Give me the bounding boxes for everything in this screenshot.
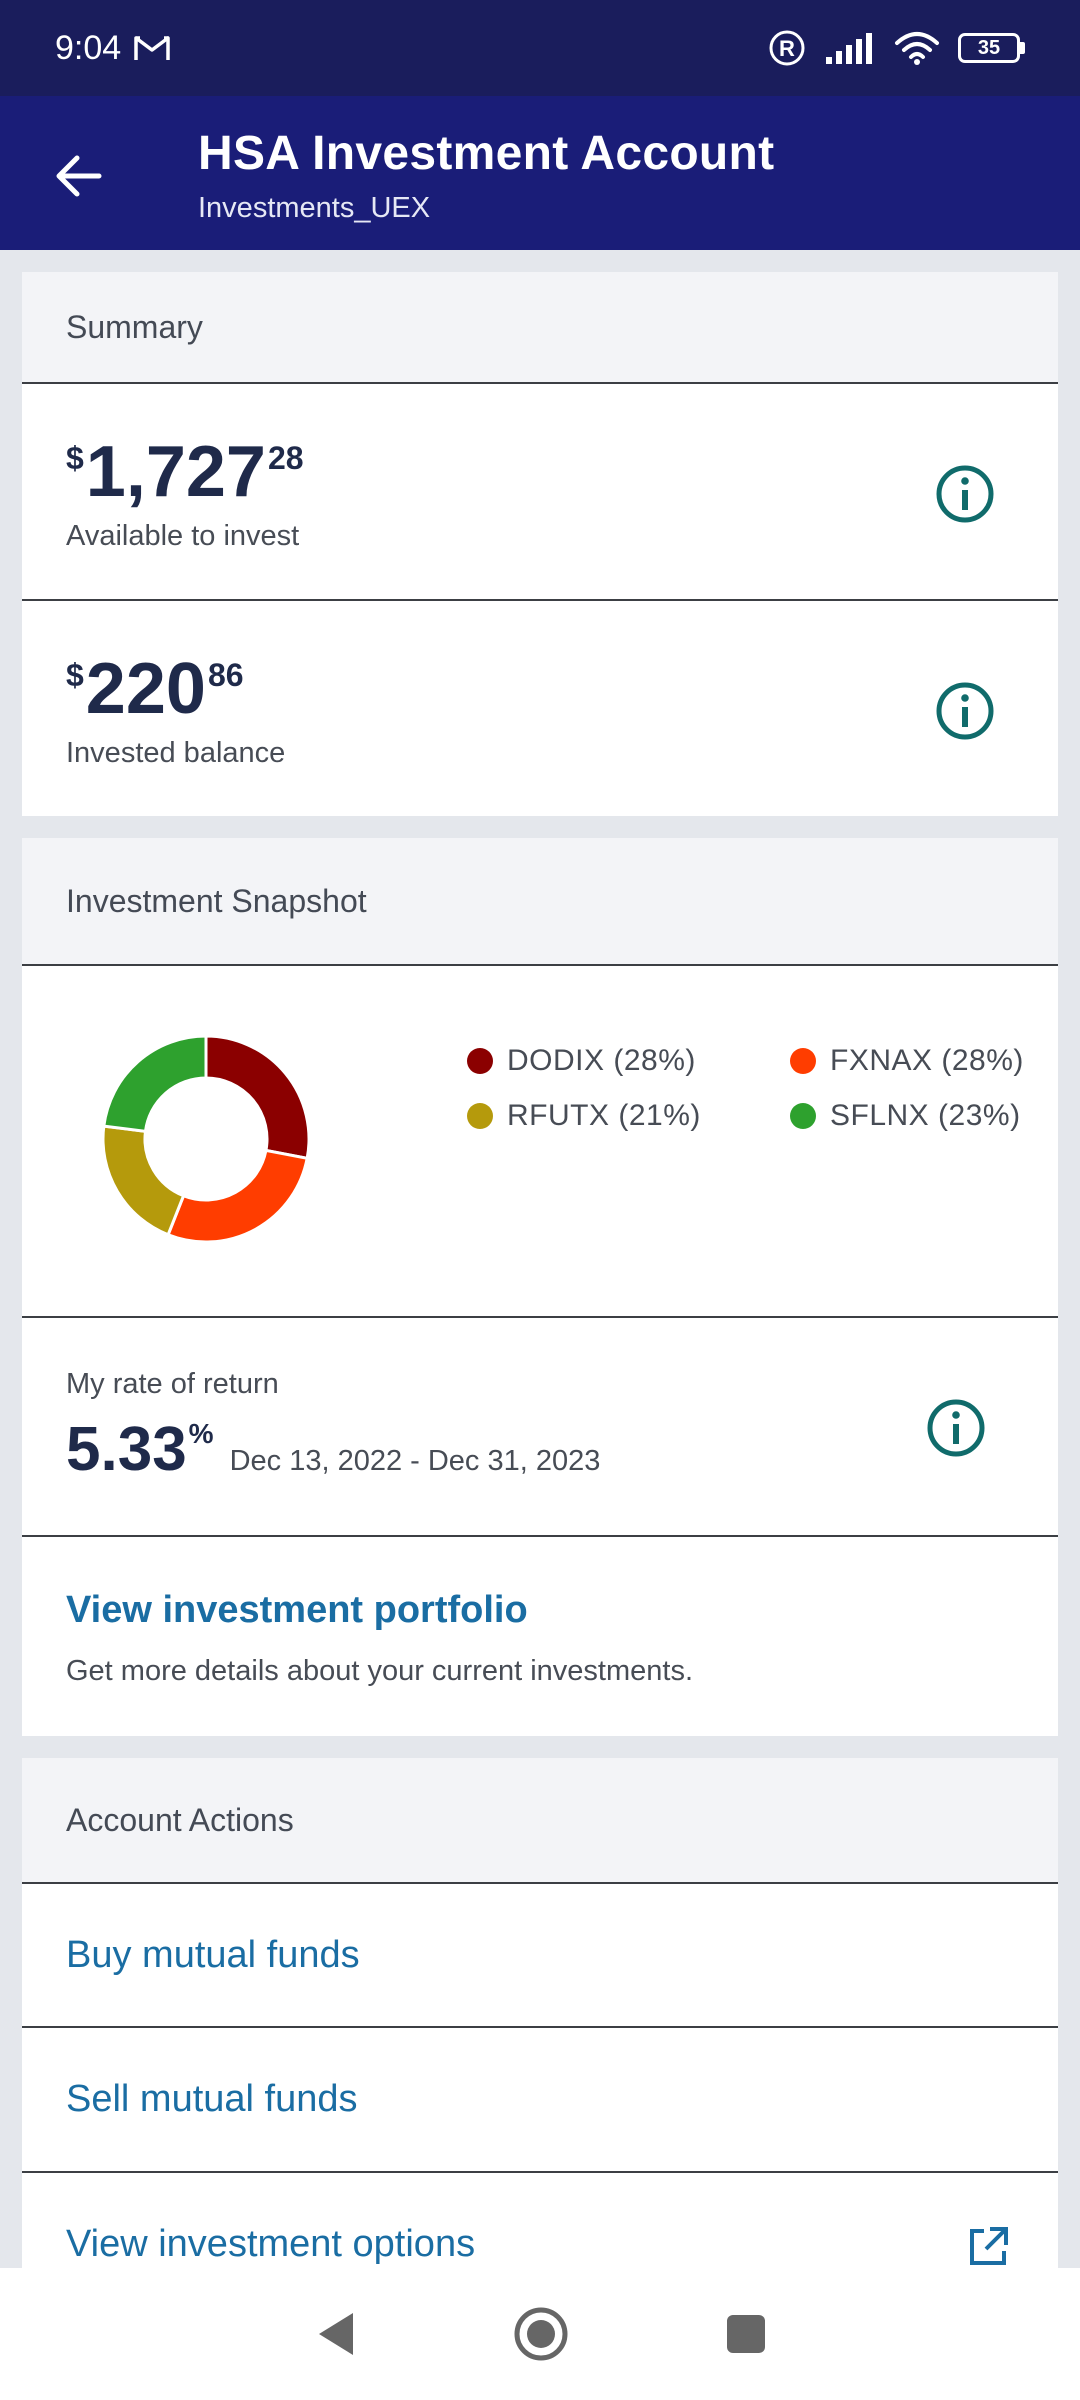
- legend-item-sflnx: SFLNX (23%): [790, 1099, 1021, 1133]
- gmail-icon: [134, 36, 170, 60]
- info-icon[interactable]: [926, 1398, 986, 1458]
- allocation-donut-chart: [101, 1034, 311, 1244]
- snapshot-header: Investment Snapshot: [22, 838, 1058, 964]
- legend-dot: [467, 1103, 493, 1129]
- view-investment-options-link[interactable]: View investment options: [66, 2223, 476, 2265]
- legend-item-dodix: DODIX (28%): [467, 1044, 696, 1078]
- return-period: Dec 13, 2022 - Dec 31, 2023: [229, 1445, 601, 1477]
- legend-dot: [467, 1048, 493, 1074]
- page-subtitle: Investments_UEX: [198, 192, 431, 224]
- available-label: Available to invest: [66, 520, 300, 552]
- account-actions-card: Account Actions Buy mutual funds Sell mu…: [22, 1758, 1058, 2268]
- actions-header: Account Actions: [22, 1758, 1058, 1882]
- action-row-sell[interactable]: Sell mutual funds: [22, 2026, 1058, 2171]
- available-to-invest-row: $ 1,727 28 Available to invest: [22, 382, 1058, 599]
- action-row-buy[interactable]: Buy mutual funds: [22, 1882, 1058, 2026]
- donut-slice-sflnx: [102, 1034, 208, 1134]
- view-portfolio-description: Get more details about your current inve…: [66, 1655, 694, 1687]
- donut-slice-rfutx: [101, 1124, 186, 1237]
- summary-header: Summary: [22, 272, 1058, 382]
- allocation-chart-row: DODIX (28%) FXNAX (28%) RFUTX (21%) SFLN…: [22, 964, 1058, 1316]
- info-icon[interactable]: [935, 464, 995, 524]
- legend-item-fxnax: FXNAX (28%): [790, 1044, 1024, 1078]
- status-time: 9:04: [55, 28, 122, 67]
- wifi-icon: [895, 32, 939, 65]
- rate-of-return-row: My rate of return 5.33 % Dec 13, 2022 - …: [22, 1316, 1058, 1535]
- status-bar: 9:04 R 35: [0, 0, 1080, 96]
- app-bar: HSA Investment Account Investments_UEX: [0, 96, 1080, 250]
- legend-dot: [790, 1048, 816, 1074]
- invested-amount: $ 220 86: [66, 649, 244, 729]
- donut-slice-dodix: [204, 1034, 311, 1161]
- view-portfolio-link[interactable]: View investment portfolio: [66, 1589, 528, 1631]
- invested-label: Invested balance: [66, 737, 286, 769]
- view-portfolio-row[interactable]: View investment portfolio Get more detai…: [22, 1535, 1058, 1736]
- signal-icon: [826, 33, 872, 64]
- rate-of-return-label: My rate of return: [66, 1368, 279, 1400]
- system-navigation-bar: [0, 2268, 1080, 2400]
- legend-item-rfutx: RFUTX (21%): [467, 1099, 701, 1133]
- info-icon[interactable]: [935, 681, 995, 741]
- sell-mutual-funds-link[interactable]: Sell mutual funds: [66, 2078, 358, 2120]
- action-row-options[interactable]: View investment options: [22, 2171, 1058, 2268]
- nav-home-icon[interactable]: [512, 2305, 570, 2363]
- nav-back-icon[interactable]: [313, 2309, 357, 2359]
- back-button[interactable]: [38, 136, 118, 216]
- arrow-back-icon: [56, 155, 102, 197]
- summary-card: Summary $ 1,727 28 Available to invest $…: [22, 272, 1058, 816]
- battery-level: 35: [977, 36, 1001, 59]
- nav-recents-icon[interactable]: [725, 2313, 767, 2355]
- legend-dot: [790, 1103, 816, 1129]
- svg-text:R: R: [779, 36, 795, 61]
- rate-of-return-value: 5.33 % Dec 13, 2022 - Dec 31, 2023: [66, 1415, 601, 1484]
- investment-snapshot-card: Investment Snapshot DODIX (28%) FXNAX (2…: [22, 838, 1058, 1736]
- external-link-icon[interactable]: [966, 2225, 1010, 2268]
- invested-balance-row: $ 220 86 Invested balance: [22, 599, 1058, 816]
- page-title: HSA Investment Account: [198, 127, 775, 180]
- registered-icon: R: [769, 30, 805, 66]
- battery-icon: 35: [958, 33, 1025, 63]
- donut-slice-fxnax: [166, 1148, 309, 1244]
- buy-mutual-funds-link[interactable]: Buy mutual funds: [66, 1934, 360, 1976]
- available-amount: $ 1,727 28: [66, 432, 304, 512]
